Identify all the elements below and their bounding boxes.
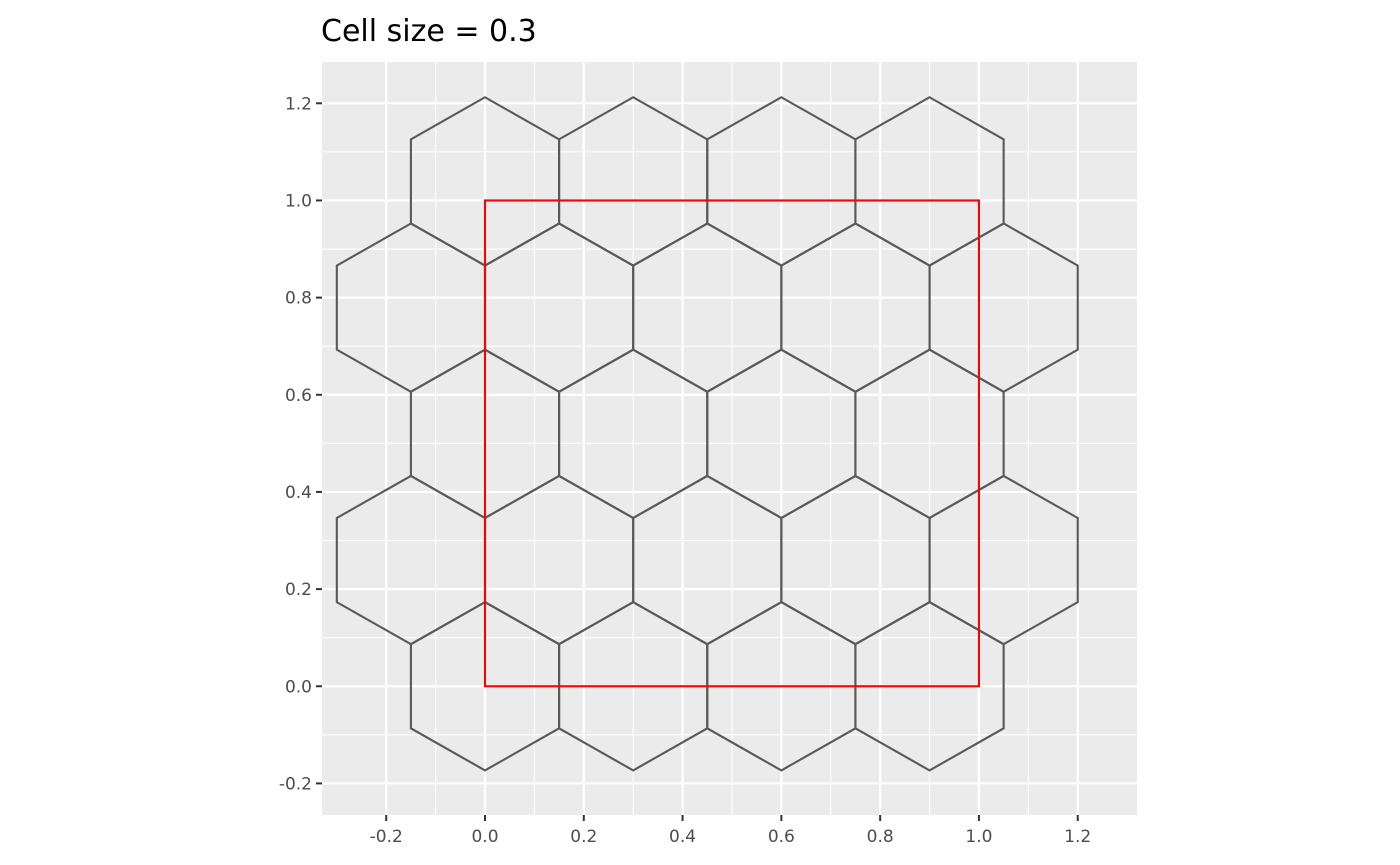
x-tick-label: 0.6 [768,827,795,847]
y-tick-label: -0.2 [279,774,312,794]
y-tick-label: 0.8 [285,289,312,309]
y-tick-label: 0.4 [285,483,312,503]
plot-panel [322,62,1137,815]
hexagon-cells [335,96,1079,772]
minor-gridlines [322,62,1137,815]
y-tick-label: 0.2 [285,580,312,600]
y-tick-label: 0.0 [285,677,312,697]
major-gridlines [322,62,1137,815]
bounding-square [483,199,980,688]
x-tick-label: -0.2 [370,827,403,847]
y-axis: -0.2 0.0 0.2 0.4 0.6 0.8 1.0 1.2 [279,94,322,794]
y-tick-label: 0.6 [285,386,312,406]
x-tick-label: 0.0 [471,827,498,847]
y-tick-label: 1.2 [285,94,312,114]
x-tick-label: 1.2 [1064,827,1091,847]
chart-title: Cell size = 0.3 [321,14,537,49]
y-tick-label: 1.0 [285,191,312,211]
x-tick-label: 0.4 [669,827,696,847]
x-axis: -0.2 0.0 0.2 0.4 0.6 0.8 1.0 1.2 [370,815,1091,847]
hexagon-cell [854,96,1005,267]
x-tick-label: 1.0 [965,827,992,847]
bounding-square-rect [483,199,980,688]
x-tick-label: 0.2 [570,827,597,847]
x-tick-label: 0.8 [867,827,894,847]
